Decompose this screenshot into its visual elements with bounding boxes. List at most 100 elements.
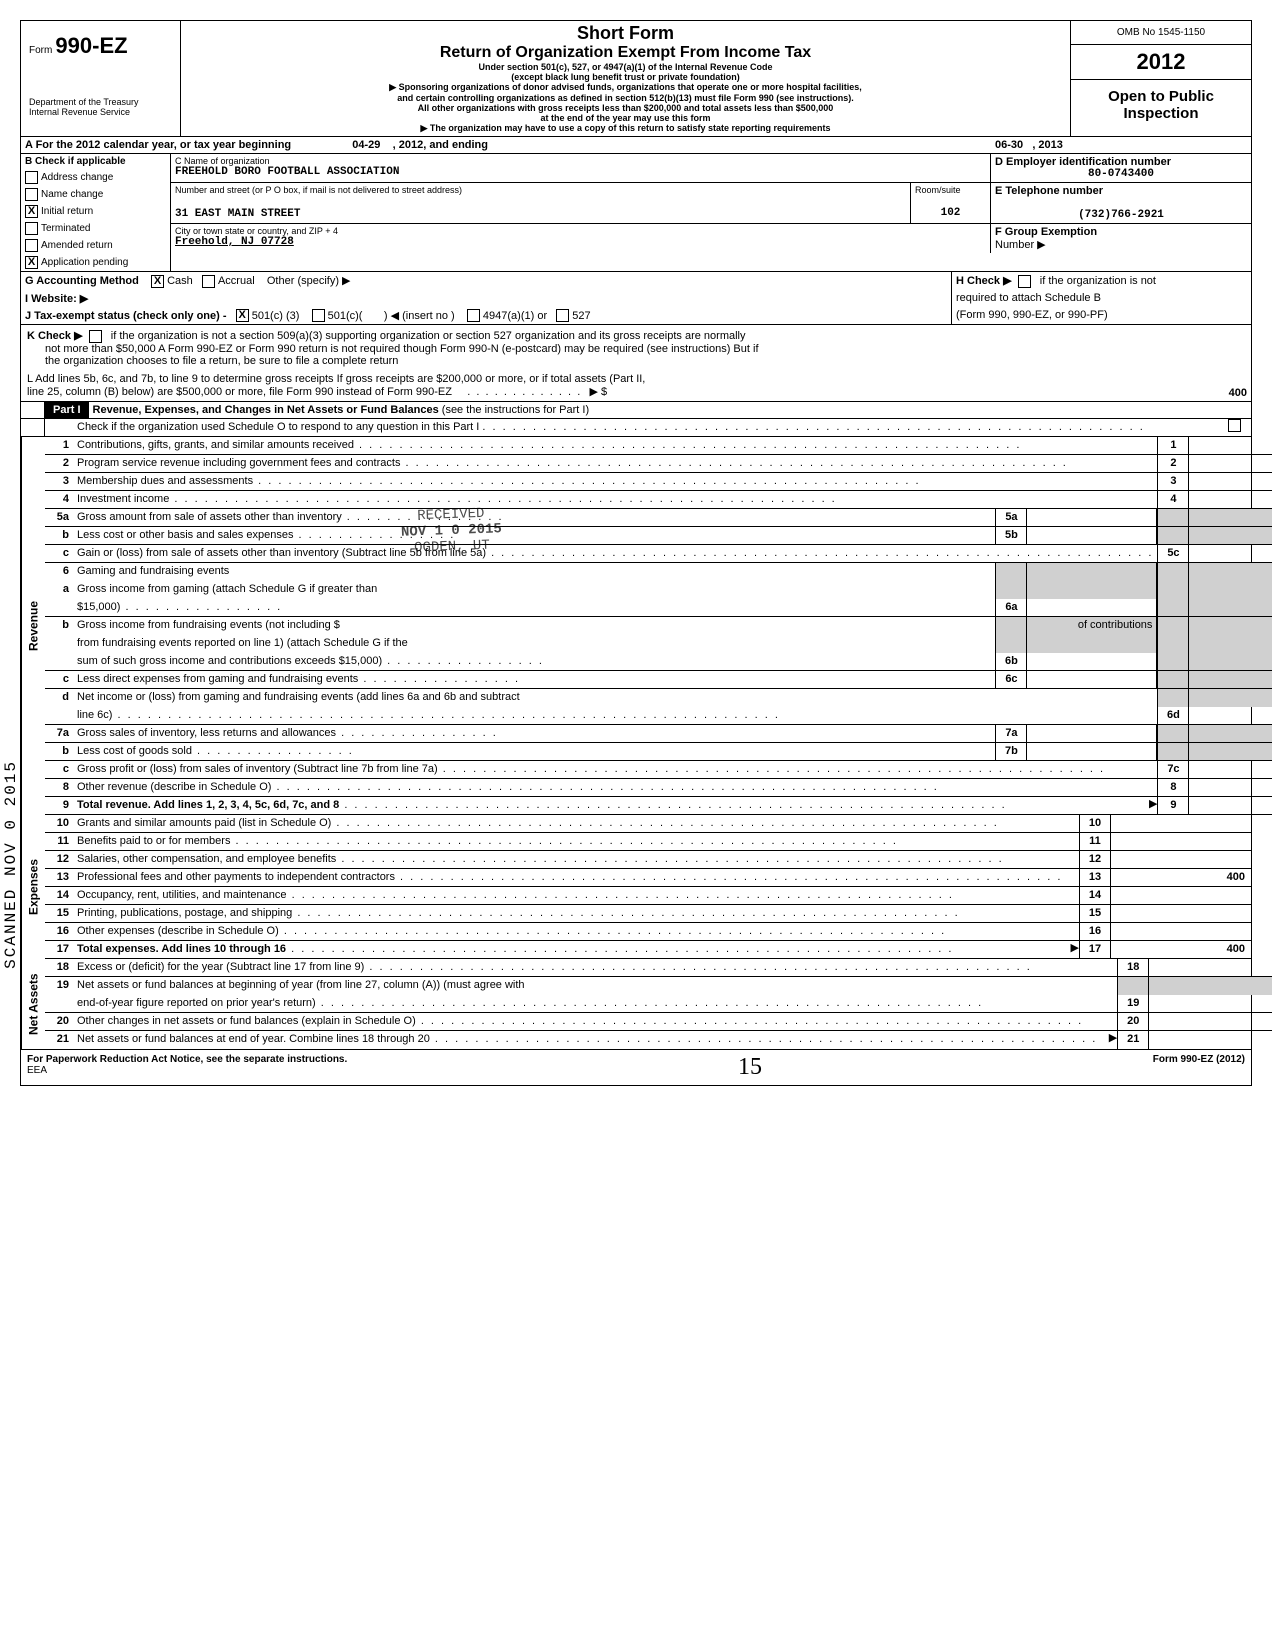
l6b-desc: Gross income from fundraising events (no…: [77, 619, 340, 631]
l6c-desc: Less direct expenses from gaming and fun…: [77, 673, 358, 685]
checkbox-cash[interactable]: X: [151, 275, 164, 288]
section-a-label: A For the 2012 calendar year, or tax yea…: [25, 139, 291, 151]
checkbox-name-change[interactable]: [25, 188, 38, 201]
l1-amt: 400: [1189, 437, 1272, 454]
l9-amt: 400: [1189, 797, 1272, 814]
checkbox-501c3[interactable]: X: [236, 309, 249, 322]
l7b-desc: Less cost of goods sold: [77, 745, 192, 757]
copy-line: ▶ The organization may have to use a cop…: [189, 123, 1062, 134]
ein-value: 80-0743400: [995, 168, 1247, 180]
section-b-header: B Check if applicable: [21, 154, 170, 169]
checkbox-app-pending[interactable]: X: [25, 256, 38, 269]
checkbox-initial-return[interactable]: X: [25, 205, 38, 218]
l2-amt: [1189, 455, 1272, 472]
cb-label-4: Amended return: [41, 240, 113, 251]
city-label: City or town state or country, and ZIP +…: [175, 226, 986, 236]
l6b-contrib: of contributions: [1078, 619, 1153, 631]
l20-amt: [1149, 1013, 1272, 1030]
cb-label-3: Terminated: [41, 223, 90, 234]
checkbox-h[interactable]: [1018, 275, 1031, 288]
l6d-desc: Net income or (loss) from gaming and fun…: [77, 691, 520, 703]
l6d-desc2: line 6c): [77, 709, 112, 721]
mid-text: , 2012, and ending: [393, 139, 488, 151]
phone: (732)766-2921: [995, 209, 1247, 221]
section-a-row: A For the 2012 calendar year, or tax yea…: [21, 137, 1251, 154]
form-990ez: Form 990-EZ Department of the Treasury I…: [20, 20, 1252, 1086]
scanned-stamp-side: SCANNED NOV 0 2015: [2, 760, 20, 969]
l10-desc: Grants and similar amounts paid (list in…: [77, 817, 331, 829]
l6a-desc2: $15,000): [77, 601, 120, 613]
sponsor-line4: at the end of the year may use this form: [189, 113, 1062, 123]
part1-check-row: Check if the organization used Schedule …: [21, 419, 1251, 437]
l5a-desc: Gross amount from sale of assets other t…: [77, 511, 342, 523]
street: 31 EAST MAIN STREET: [175, 208, 300, 220]
k-text3: the organization chooses to file a retur…: [27, 355, 1245, 367]
checkbox-amended[interactable]: [25, 239, 38, 252]
k-label: K Check ▶: [27, 330, 83, 342]
handwritten-15: 15: [738, 1054, 762, 1081]
sponsor-line1: ▶ Sponsoring organizations of donor advi…: [189, 82, 1062, 93]
opt-4947: 4947(a)(1) or: [483, 310, 547, 322]
end-year: , 2013: [1032, 139, 1063, 151]
l19-amt: [1149, 995, 1272, 1012]
omb-number: OMB No 1545-1150: [1071, 21, 1251, 45]
h-text: if the organization is not: [1040, 275, 1156, 287]
form-label: Form: [29, 45, 52, 56]
checkbox-527[interactable]: [556, 309, 569, 322]
l4-amt: [1189, 491, 1272, 508]
l-text2: line 25, column (B) below) are $500,000 …: [27, 386, 452, 398]
k-text1: if the organization is not a section 509…: [111, 330, 746, 342]
l21-desc: Net assets or fund balances at end of ye…: [77, 1033, 430, 1045]
l16-amt: [1111, 923, 1251, 940]
netassets-section: Net Assets 18Excess or (deficit) for the…: [21, 959, 1251, 1050]
sponsor-line2: and certain controlling organizations as…: [189, 93, 1062, 103]
room-label: Room/suite: [915, 185, 986, 195]
l7a-desc: Gross sales of inventory, less returns a…: [77, 727, 336, 739]
l1-desc: Contributions, gifts, grants, and simila…: [77, 439, 354, 451]
part1-title: Revenue, Expenses, and Changes in Net As…: [93, 404, 439, 416]
l12-amt: [1111, 851, 1251, 868]
l5c-amt: [1189, 545, 1272, 562]
l-text1: L Add lines 5b, 6c, and 7b, to line 9 to…: [27, 373, 1105, 385]
form-number: 990-EZ: [55, 33, 127, 58]
l-amount: 400: [1229, 387, 1247, 399]
l21-amt: [1149, 1031, 1272, 1049]
addr-label: Number and street (or P O box, if mail i…: [175, 185, 906, 195]
checkbox-terminated[interactable]: [25, 222, 38, 235]
title-main: Return of Organization Exempt From Incom…: [189, 44, 1062, 62]
f-label: F Group Exemption: [995, 226, 1247, 238]
l8-amt: [1189, 779, 1272, 796]
tax-year: 2012: [1071, 45, 1251, 80]
dept-treasury: Department of the Treasury: [29, 97, 172, 107]
footer-left: For Paperwork Reduction Act Notice, see …: [27, 1054, 347, 1065]
i-label: I Website: ▶: [25, 293, 88, 305]
g-label: G Accounting Method: [25, 275, 139, 287]
checkbox-501c[interactable]: [312, 309, 325, 322]
checkbox-4947[interactable]: [467, 309, 480, 322]
l20-desc: Other changes in net assets or fund bala…: [77, 1015, 416, 1027]
checkbox-k[interactable]: [89, 330, 102, 343]
checkbox-address-change[interactable]: [25, 171, 38, 184]
l17-amt: 400: [1111, 941, 1251, 958]
checkbox-part1-scho[interactable]: [1228, 419, 1241, 432]
l11-amt: [1111, 833, 1251, 850]
l14-amt: [1111, 887, 1251, 904]
l4-desc: Investment income: [77, 493, 169, 505]
j-label: J Tax-exempt status (check only one) -: [25, 310, 227, 322]
end-date: 06-30: [995, 139, 1023, 151]
received-stamp: RECEIVED NOV 1 0 2015 OGDEN, UT: [400, 505, 502, 556]
checkbox-accrual[interactable]: [202, 275, 215, 288]
section-j-row: J Tax-exempt status (check only one) - X…: [21, 307, 1251, 326]
l14-desc: Occupancy, rent, utilities, and maintena…: [77, 889, 287, 901]
title-short-form: Short Form: [189, 23, 1062, 44]
l11-desc: Benefits paid to or for members: [77, 835, 230, 847]
l6a-desc: Gross income from gaming (attach Schedul…: [77, 583, 377, 595]
sections-bcdef: B Check if applicable Address change Nam…: [21, 154, 1251, 272]
d-label: D Employer identification number: [995, 156, 1247, 168]
opt-501c-b: ) ◀ (insert no ): [384, 310, 455, 322]
l15-amt: [1111, 905, 1251, 922]
l19-desc2: end-of-year figure reported on prior yea…: [77, 997, 316, 1009]
footer: For Paperwork Reduction Act Notice, see …: [21, 1050, 1251, 1085]
l9-desc: Total revenue. Add lines 1, 2, 3, 4, 5c,…: [77, 799, 339, 811]
h-label: H Check ▶: [956, 275, 1012, 287]
